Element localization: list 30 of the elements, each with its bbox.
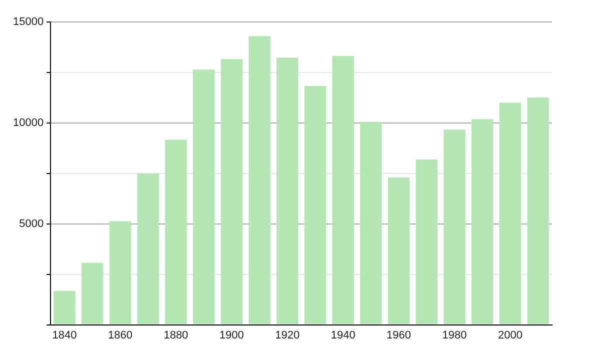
y-tick-label: 5000 bbox=[19, 218, 44, 230]
bar bbox=[444, 130, 466, 324]
y-tick-label: 10000 bbox=[12, 116, 44, 129]
y-tick-label: 15000 bbox=[12, 16, 44, 28]
bar bbox=[137, 173, 159, 324]
x-tick-label: 1920 bbox=[275, 329, 300, 342]
x-tick-label: 1840 bbox=[52, 329, 77, 342]
x-tick-label: 1900 bbox=[219, 329, 244, 342]
bar bbox=[304, 86, 326, 324]
bar bbox=[192, 70, 215, 324]
bar bbox=[527, 98, 549, 324]
bar bbox=[109, 221, 132, 324]
bar bbox=[276, 58, 298, 324]
x-tick-label: 1880 bbox=[164, 329, 188, 342]
bar bbox=[165, 140, 187, 324]
x-tick-label: 2000 bbox=[498, 329, 522, 342]
bar bbox=[416, 159, 438, 324]
bar bbox=[82, 262, 104, 324]
x-tick-label: 1860 bbox=[108, 329, 132, 342]
bar bbox=[332, 56, 354, 324]
bar bbox=[360, 122, 382, 324]
bar bbox=[220, 59, 243, 324]
bar bbox=[499, 102, 522, 324]
x-tick-label: 1980 bbox=[442, 329, 467, 342]
bar bbox=[54, 290, 76, 324]
x-tick-label: 1940 bbox=[330, 329, 356, 342]
x-tick-label: 1960 bbox=[386, 329, 412, 342]
bar bbox=[471, 119, 494, 324]
bar bbox=[248, 36, 270, 324]
bar bbox=[388, 177, 410, 324]
